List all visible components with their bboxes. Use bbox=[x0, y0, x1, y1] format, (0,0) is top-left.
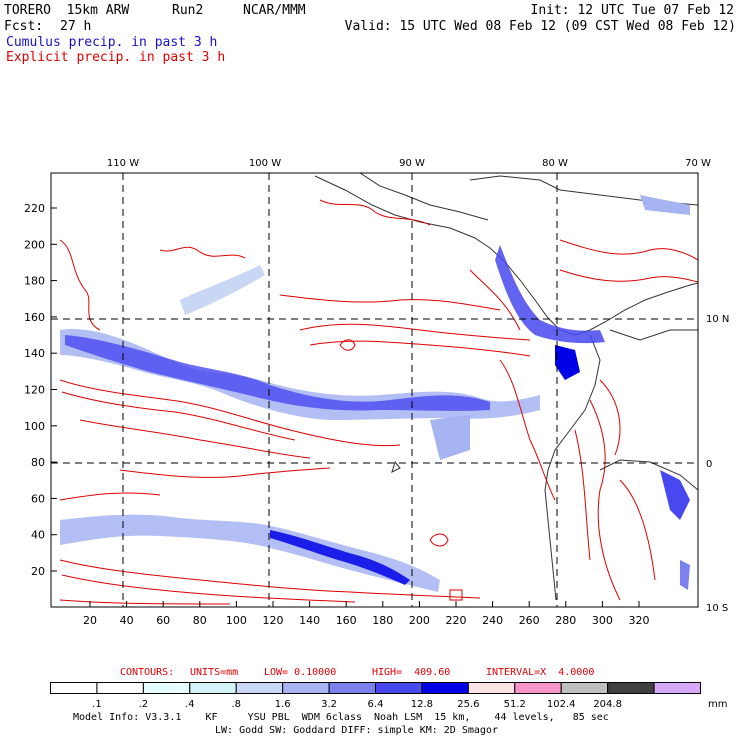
colorbar-label: .4 bbox=[185, 699, 195, 710]
colorbar-label: 102.4 bbox=[547, 699, 576, 710]
contours-label: CONTOURS: bbox=[120, 667, 175, 678]
y-tick-label: 60 bbox=[31, 492, 45, 505]
x-tick-label: 160 bbox=[336, 614, 357, 627]
explicit-legend-line: Explicit precip. in past 3 h bbox=[6, 50, 226, 65]
x-tick-label: 300 bbox=[592, 614, 613, 627]
latitude-label: 10 S bbox=[706, 603, 728, 614]
x-tick-label: 320 bbox=[629, 614, 650, 627]
colorbar-unit: mm bbox=[708, 699, 727, 710]
colorbar-swatch bbox=[142, 682, 191, 694]
longitude-label: 110 W bbox=[107, 158, 139, 169]
longitude-label: 70 W bbox=[685, 158, 711, 169]
colorbar-swatch bbox=[328, 682, 377, 694]
y-tick-label: 80 bbox=[31, 456, 45, 469]
fcst-value: 27 h bbox=[60, 19, 92, 34]
colorbar-swatch bbox=[514, 682, 562, 694]
x-tick-label: 240 bbox=[482, 614, 503, 627]
colorbar-swatch bbox=[560, 682, 609, 694]
y-tick-label: 120 bbox=[24, 384, 45, 397]
colorbar-label: 204.8 bbox=[593, 699, 622, 710]
colorbar-swatch bbox=[235, 682, 284, 694]
x-tick-label: 280 bbox=[555, 614, 576, 627]
colorbar-swatch bbox=[467, 682, 516, 694]
latitude-label: 0 bbox=[706, 459, 712, 470]
x-tick-label: 180 bbox=[372, 614, 393, 627]
model-info-line: Model Info: V3.3.1 KF YSU PBL WDM 6class… bbox=[73, 712, 609, 723]
colorbar-swatch bbox=[189, 682, 237, 694]
colorbar-swatch bbox=[653, 682, 701, 694]
colorbar-swatch bbox=[282, 682, 330, 694]
cumulus-legend-line: Cumulus precip. in past 3 h bbox=[6, 35, 218, 50]
lat-lon-grid bbox=[51, 173, 698, 607]
y-tick-label: 100 bbox=[24, 420, 45, 433]
colorbar-label: 6.4 bbox=[368, 699, 384, 710]
valid-time: Valid: 15 UTC Wed 08 Feb 12 (09 CST Wed … bbox=[344, 19, 736, 34]
model-title: TORERO 15km ARW bbox=[4, 3, 130, 18]
x-tick-label: 40 bbox=[120, 614, 134, 627]
colorbar-swatch bbox=[607, 682, 655, 694]
y-tick-label: 140 bbox=[24, 347, 45, 360]
x-axis-ticks: 20 40 60 80 100 120 140 160 180 200 220 240 260 280 30… bbox=[83, 601, 650, 627]
x-tick-label: 200 bbox=[409, 614, 430, 627]
map-field bbox=[51, 173, 698, 607]
run-label: Run2 bbox=[172, 3, 204, 18]
x-tick-label: 260 bbox=[519, 614, 540, 627]
contours-units: UNITS=mm bbox=[190, 667, 239, 678]
latitude-label: 10 N bbox=[706, 314, 729, 325]
colorbar-swatch bbox=[50, 682, 98, 694]
precip-colorbar: .1 .2 .4 .8 1.6 3.2 6.4 12.8 25.6 51.2 102.4 204.8 m… bbox=[50, 682, 727, 710]
y-tick-label: 20 bbox=[31, 565, 45, 578]
y-tick-label: 180 bbox=[24, 275, 45, 288]
y-tick-label: 220 bbox=[24, 202, 45, 215]
physics-info-line: LW: Godd SW: Goddard DIFF: simple KM: 2D… bbox=[215, 725, 498, 736]
colorbar-swatch bbox=[96, 682, 144, 694]
cumulus-precip bbox=[60, 195, 690, 592]
longitude-label: 80 W bbox=[542, 158, 568, 169]
colorbar-label: .8 bbox=[231, 699, 241, 710]
explicit-precip-contours bbox=[59, 199, 698, 605]
init-time: Init: 12 UTC Tue 07 Feb 12 bbox=[530, 3, 735, 18]
colorbar-label: 1.6 bbox=[275, 699, 291, 710]
latitude-labels: 10 N 0 10 S bbox=[706, 314, 729, 614]
x-tick-label: 100 bbox=[226, 614, 247, 627]
y-tick-label: 40 bbox=[31, 529, 45, 542]
y-tick-label: 160 bbox=[24, 311, 45, 324]
colorbar-swatch bbox=[375, 682, 423, 694]
x-tick-label: 220 bbox=[446, 614, 467, 627]
x-tick-label: 120 bbox=[263, 614, 284, 627]
longitude-labels: 110 W 100 W 90 W 80 W 70 W bbox=[107, 158, 711, 169]
contours-high: HIGH= 409.60 bbox=[372, 667, 451, 678]
colorbar-swatch bbox=[421, 682, 469, 694]
fcst-label: Fcst: bbox=[4, 19, 44, 34]
coastlines bbox=[314, 173, 698, 601]
longitude-label: 90 W bbox=[399, 158, 425, 169]
longitude-label: 100 W bbox=[249, 158, 281, 169]
x-tick-label: 80 bbox=[193, 614, 207, 627]
org-label: NCAR/MMM bbox=[243, 3, 306, 18]
x-tick-label: 140 bbox=[299, 614, 320, 627]
x-tick-label: 60 bbox=[156, 614, 170, 627]
colorbar-label: 25.6 bbox=[457, 699, 479, 710]
colorbar-label: 51.2 bbox=[504, 699, 526, 710]
colorbar-label: .1 bbox=[92, 699, 102, 710]
y-tick-label: 200 bbox=[24, 238, 45, 251]
contours-interval: INTERVAL=X 4.0000 bbox=[486, 667, 595, 678]
x-tick-label: 20 bbox=[83, 614, 97, 627]
y-axis-ticks: 20 40 60 80 100 120 140 160 180 200 220 bbox=[24, 202, 57, 578]
colorbar-label: 12.8 bbox=[411, 699, 433, 710]
contours-low: LOW= 0.10000 bbox=[264, 667, 337, 678]
colorbar-label: .2 bbox=[139, 699, 149, 710]
colorbar-label: 3.2 bbox=[321, 699, 337, 710]
